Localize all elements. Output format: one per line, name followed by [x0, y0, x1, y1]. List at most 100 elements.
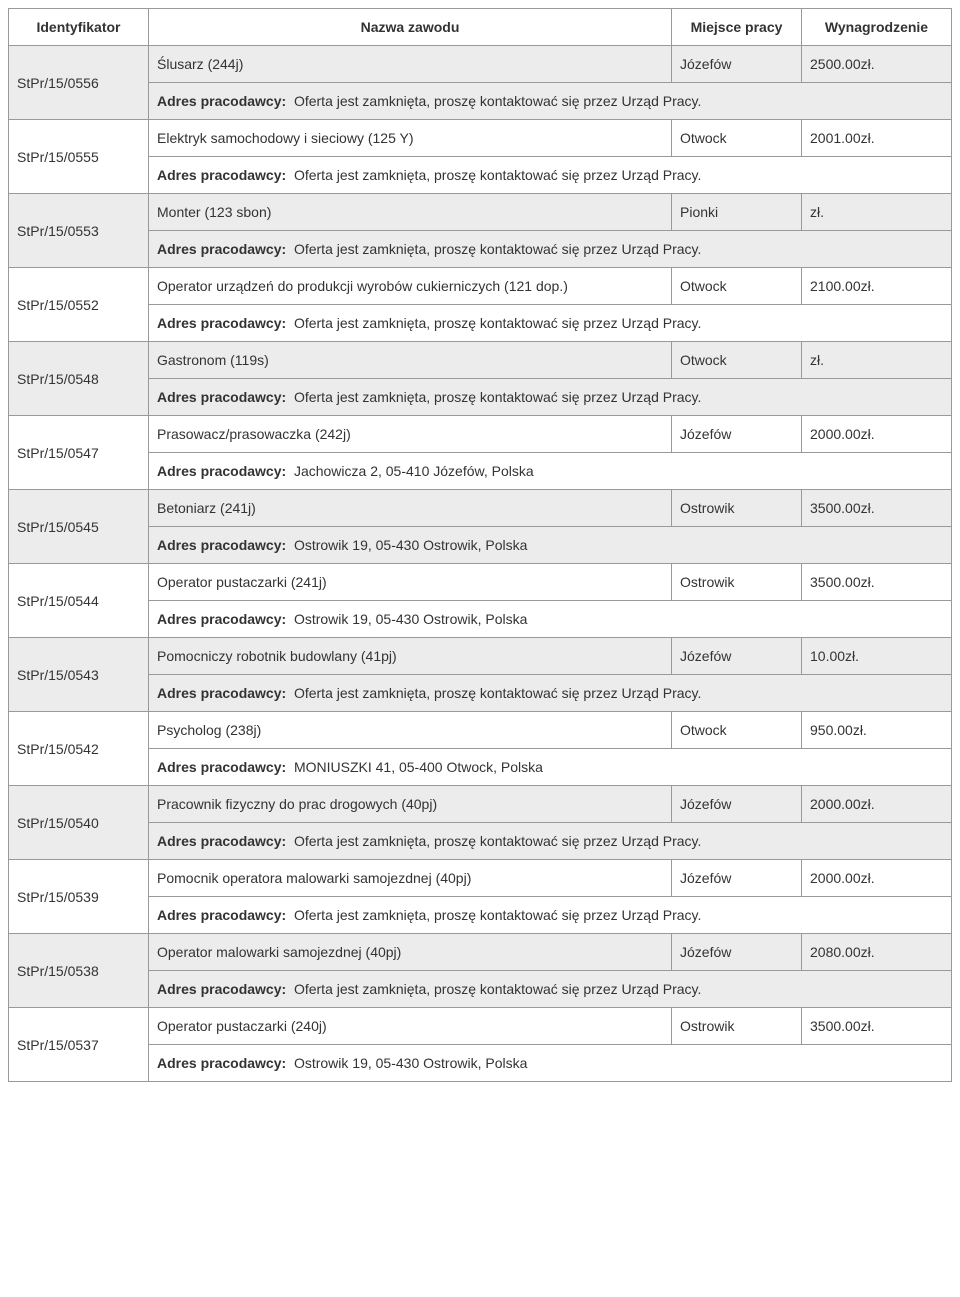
- table-row: StPr/15/0540Pracownik fizyczny do prac d…: [9, 786, 952, 823]
- cell-job: Elektryk samochodowy i sieciowy (125 Y): [149, 120, 672, 157]
- address-label: Adres pracodawcy:: [157, 1055, 286, 1071]
- address-label: Adres pracodawcy:: [157, 389, 286, 405]
- address-label: Adres pracodawcy:: [157, 907, 286, 923]
- cell-job: Pomocniczy robotnik budowlany (41pj): [149, 638, 672, 675]
- address-text: Jachowicza 2, 05-410 Józefów, Polska: [286, 463, 533, 479]
- cell-address: Adres pracodawcy: Oferta jest zamknięta,…: [149, 157, 952, 194]
- table-row-address: Adres pracodawcy: Oferta jest zamknięta,…: [9, 379, 952, 416]
- cell-salary: zł.: [802, 342, 952, 379]
- cell-job: Operator pustaczarki (240j): [149, 1008, 672, 1045]
- cell-id: StPr/15/0547: [9, 416, 149, 490]
- table-row-address: Adres pracodawcy: Oferta jest zamknięta,…: [9, 971, 952, 1008]
- address-label: Adres pracodawcy:: [157, 167, 286, 183]
- cell-place: Józefów: [672, 416, 802, 453]
- cell-address: Adres pracodawcy: MONIUSZKI 41, 05-400 O…: [149, 749, 952, 786]
- cell-id: StPr/15/0538: [9, 934, 149, 1008]
- header-place: Miejsce pracy: [672, 9, 802, 46]
- cell-id: StPr/15/0556: [9, 46, 149, 120]
- address-label: Adres pracodawcy:: [157, 981, 286, 997]
- cell-place: Ostrowik: [672, 564, 802, 601]
- cell-id: StPr/15/0542: [9, 712, 149, 786]
- cell-place: Pionki: [672, 194, 802, 231]
- cell-id: StPr/15/0544: [9, 564, 149, 638]
- cell-address: Adres pracodawcy: Oferta jest zamknięta,…: [149, 231, 952, 268]
- cell-id: StPr/15/0540: [9, 786, 149, 860]
- address-label: Adres pracodawcy:: [157, 611, 286, 627]
- cell-address: Adres pracodawcy: Oferta jest zamknięta,…: [149, 971, 952, 1008]
- cell-salary: 3500.00zł.: [802, 490, 952, 527]
- table-row: StPr/15/0538Operator malowarki samojezdn…: [9, 934, 952, 971]
- address-text: MONIUSZKI 41, 05-400 Otwock, Polska: [286, 759, 543, 775]
- cell-job: Pracownik fizyczny do prac drogowych (40…: [149, 786, 672, 823]
- cell-job: Operator malowarki samojezdnej (40pj): [149, 934, 672, 971]
- cell-place: Otwock: [672, 268, 802, 305]
- table-row: StPr/15/0547Prasowacz/prasowaczka (242j)…: [9, 416, 952, 453]
- cell-job: Psycholog (238j): [149, 712, 672, 749]
- table-row-address: Adres pracodawcy: Oferta jest zamknięta,…: [9, 83, 952, 120]
- address-text: Oferta jest zamknięta, proszę kontaktowa…: [286, 981, 701, 997]
- table-row-address: Adres pracodawcy: Oferta jest zamknięta,…: [9, 305, 952, 342]
- table-row: StPr/15/0548Gastronom (119s)Otwockzł.: [9, 342, 952, 379]
- cell-salary: 2000.00zł.: [802, 860, 952, 897]
- cell-salary: 3500.00zł.: [802, 564, 952, 601]
- table-row: StPr/15/0552Operator urządzeń do produkc…: [9, 268, 952, 305]
- address-text: Oferta jest zamknięta, proszę kontaktowa…: [286, 685, 701, 701]
- cell-job: Operator pustaczarki (241j): [149, 564, 672, 601]
- cell-address: Adres pracodawcy: Oferta jest zamknięta,…: [149, 83, 952, 120]
- job-listings-table: Identyfikator Nazwa zawodu Miejsce pracy…: [8, 8, 952, 1082]
- address-label: Adres pracodawcy:: [157, 833, 286, 849]
- cell-place: Józefów: [672, 638, 802, 675]
- table-row-address: Adres pracodawcy: Ostrowik 19, 05-430 Os…: [9, 601, 952, 638]
- address-text: Oferta jest zamknięta, proszę kontaktowa…: [286, 93, 701, 109]
- cell-job: Monter (123 sbon): [149, 194, 672, 231]
- cell-address: Adres pracodawcy: Oferta jest zamknięta,…: [149, 823, 952, 860]
- table-row: StPr/15/0553Monter (123 sbon)Pionkizł.: [9, 194, 952, 231]
- address-label: Adres pracodawcy:: [157, 93, 286, 109]
- address-label: Adres pracodawcy:: [157, 463, 286, 479]
- cell-id: StPr/15/0555: [9, 120, 149, 194]
- cell-job: Gastronom (119s): [149, 342, 672, 379]
- cell-id: StPr/15/0553: [9, 194, 149, 268]
- address-text: Oferta jest zamknięta, proszę kontaktowa…: [286, 315, 701, 331]
- table-row-address: Adres pracodawcy: Oferta jest zamknięta,…: [9, 231, 952, 268]
- table-header-row: Identyfikator Nazwa zawodu Miejsce pracy…: [9, 9, 952, 46]
- cell-id: StPr/15/0537: [9, 1008, 149, 1082]
- header-salary: Wynagrodzenie: [802, 9, 952, 46]
- address-label: Adres pracodawcy:: [157, 537, 286, 553]
- address-text: Oferta jest zamknięta, proszę kontaktowa…: [286, 833, 701, 849]
- cell-address: Adres pracodawcy: Ostrowik 19, 05-430 Os…: [149, 1045, 952, 1082]
- cell-address: Adres pracodawcy: Oferta jest zamknięta,…: [149, 379, 952, 416]
- cell-salary: 2080.00zł.: [802, 934, 952, 971]
- cell-salary: 2000.00zł.: [802, 786, 952, 823]
- table-row: StPr/15/0537Operator pustaczarki (240j)O…: [9, 1008, 952, 1045]
- address-text: Ostrowik 19, 05-430 Ostrowik, Polska: [286, 1055, 527, 1071]
- table-row: StPr/15/0543Pomocniczy robotnik budowlan…: [9, 638, 952, 675]
- cell-salary: 2000.00zł.: [802, 416, 952, 453]
- cell-salary: 10.00zł.: [802, 638, 952, 675]
- cell-id: StPr/15/0548: [9, 342, 149, 416]
- address-label: Adres pracodawcy:: [157, 759, 286, 775]
- cell-place: Ostrowik: [672, 1008, 802, 1045]
- address-label: Adres pracodawcy:: [157, 315, 286, 331]
- cell-job: Operator urządzeń do produkcji wyrobów c…: [149, 268, 672, 305]
- address-text: Oferta jest zamknięta, proszę kontaktowa…: [286, 167, 701, 183]
- cell-salary: 950.00zł.: [802, 712, 952, 749]
- address-text: Oferta jest zamknięta, proszę kontaktowa…: [286, 907, 701, 923]
- cell-id: StPr/15/0545: [9, 490, 149, 564]
- cell-place: Ostrowik: [672, 490, 802, 527]
- table-row: StPr/15/0555Elektryk samochodowy i sieci…: [9, 120, 952, 157]
- table-row-address: Adres pracodawcy: Oferta jest zamknięta,…: [9, 675, 952, 712]
- table-row: StPr/15/0556Ślusarz (244j)Józefów2500.00…: [9, 46, 952, 83]
- address-text: Ostrowik 19, 05-430 Ostrowik, Polska: [286, 537, 527, 553]
- cell-place: Józefów: [672, 860, 802, 897]
- cell-job: Prasowacz/prasowaczka (242j): [149, 416, 672, 453]
- table-row: StPr/15/0545Betoniarz (241j)Ostrowik3500…: [9, 490, 952, 527]
- header-id: Identyfikator: [9, 9, 149, 46]
- table-row-address: Adres pracodawcy: Jachowicza 2, 05-410 J…: [9, 453, 952, 490]
- cell-id: StPr/15/0543: [9, 638, 149, 712]
- table-row: StPr/15/0539Pomocnik operatora malowarki…: [9, 860, 952, 897]
- cell-address: Adres pracodawcy: Jachowicza 2, 05-410 J…: [149, 453, 952, 490]
- cell-place: Otwock: [672, 120, 802, 157]
- cell-place: Józefów: [672, 46, 802, 83]
- cell-address: Adres pracodawcy: Ostrowik 19, 05-430 Os…: [149, 527, 952, 564]
